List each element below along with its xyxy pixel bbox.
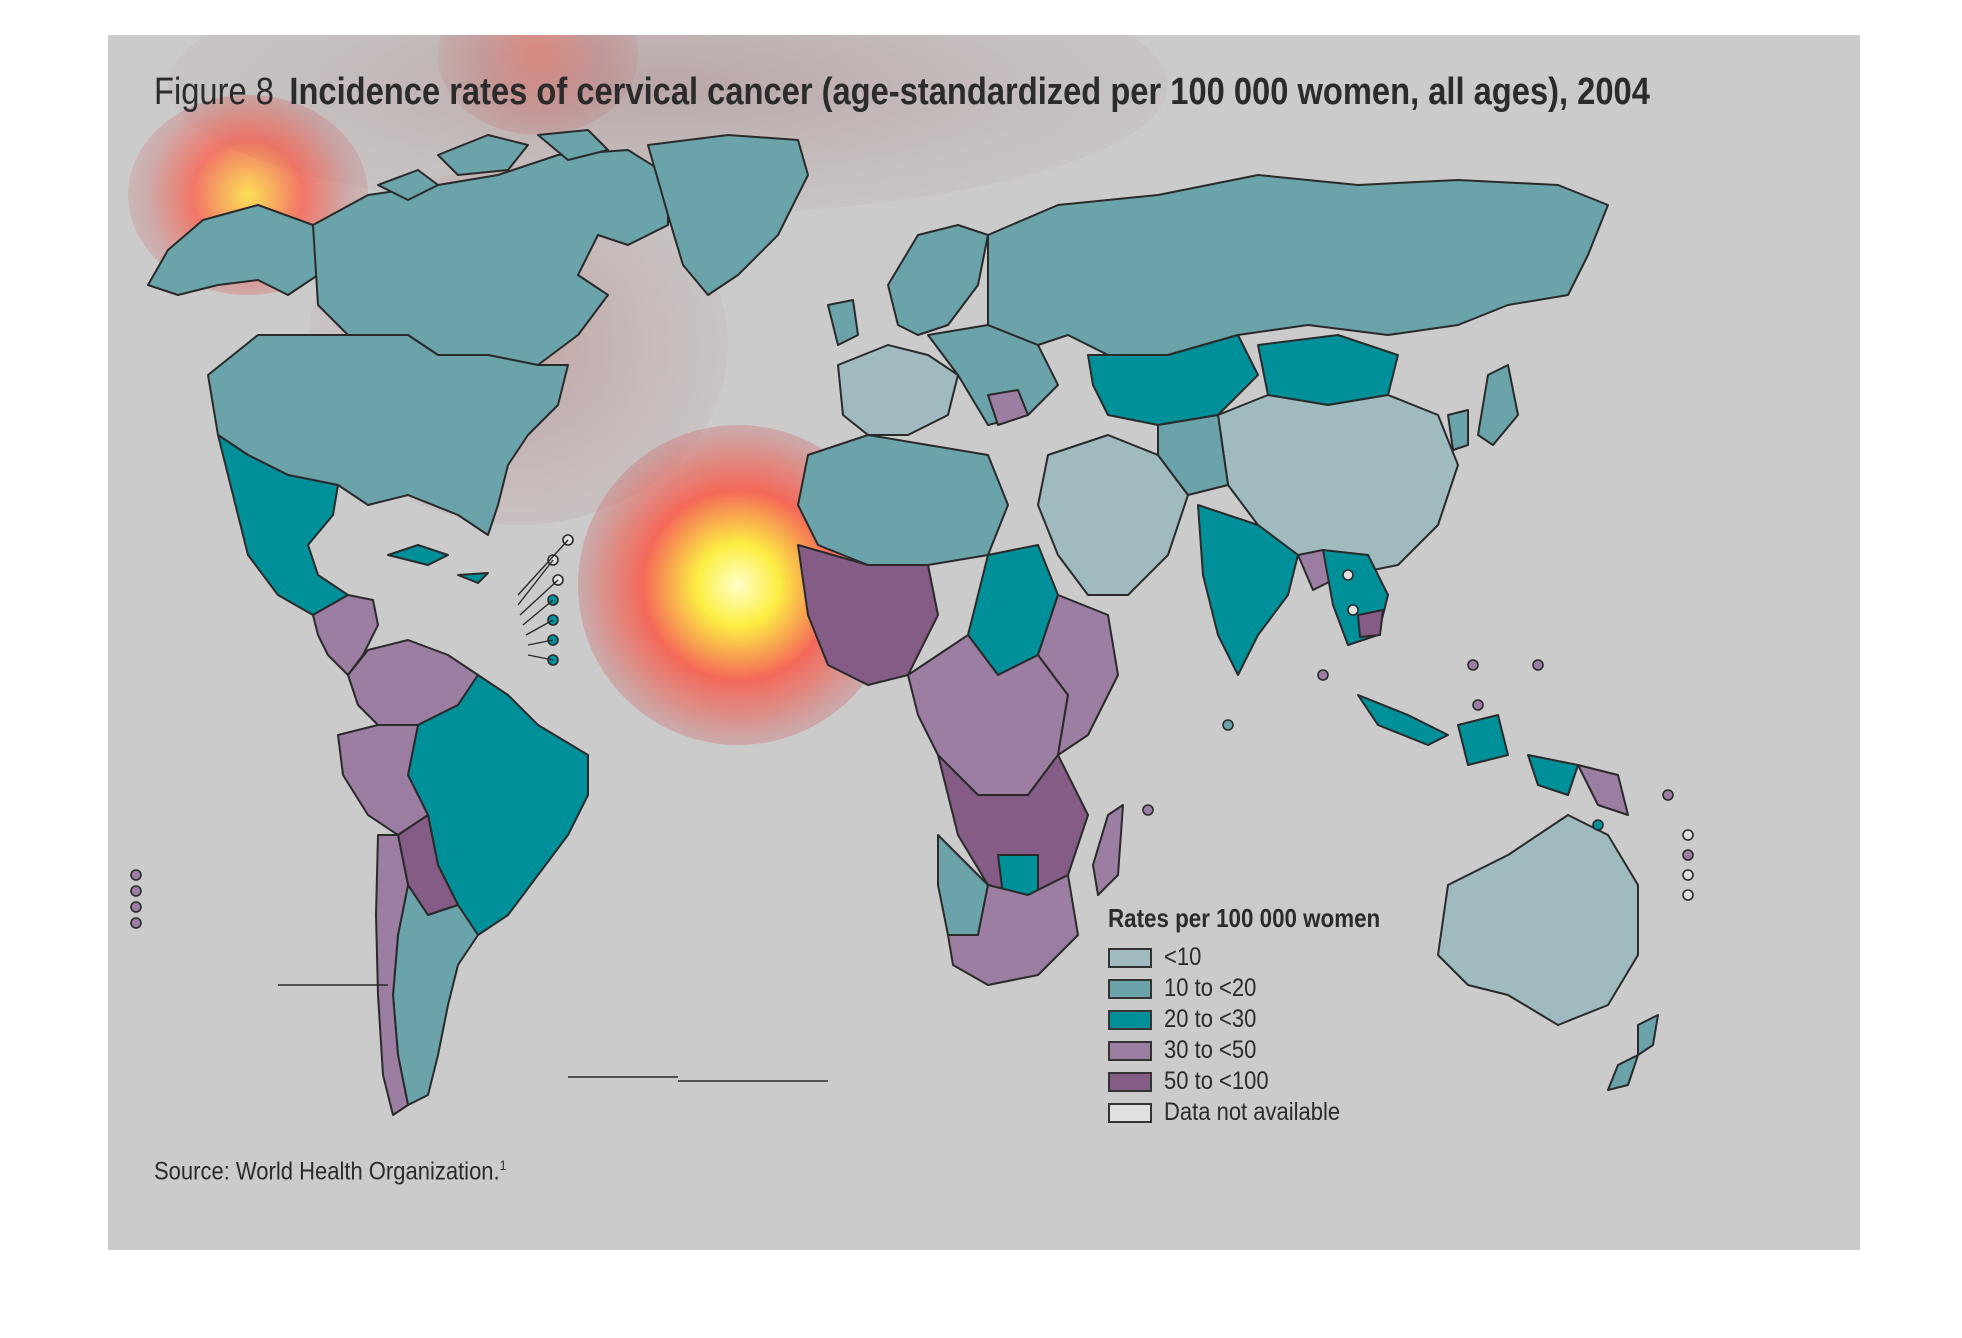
region-mexico bbox=[217, 434, 349, 616]
region-korea bbox=[1447, 409, 1469, 451]
region-mongolia bbox=[1257, 334, 1399, 406]
region-middle-east bbox=[1037, 434, 1189, 596]
legend-item: 10 to <20 bbox=[1108, 973, 1425, 1004]
island-markers bbox=[130, 534, 1694, 929]
legend-rows: <10 10 to <20 20 to <30 30 to <50 50 to <100… bbox=[1108, 942, 1425, 1128]
source-text: Source: World Health Organization. bbox=[154, 1157, 500, 1186]
region-japan bbox=[1477, 364, 1519, 446]
legend-swatch bbox=[1108, 1040, 1152, 1061]
region-chile bbox=[375, 834, 409, 1116]
region-north-africa bbox=[797, 434, 1009, 566]
legend-swatch bbox=[1108, 1071, 1152, 1092]
legend-label: Data not available bbox=[1164, 1098, 1341, 1126]
legend-item: Data not available bbox=[1108, 1097, 1425, 1128]
legend-item: 30 to <50 bbox=[1108, 1035, 1425, 1066]
caribbean-leader-lines bbox=[517, 539, 569, 661]
legend-swatch bbox=[1108, 978, 1152, 999]
region-east-africa bbox=[1037, 594, 1119, 756]
region-cambodia bbox=[1357, 609, 1384, 638]
region-papua-new-guinea bbox=[1577, 764, 1629, 816]
source-note: Source: World Health Organization.1 bbox=[154, 1157, 507, 1186]
figure-title-text: Incidence rates of cervical cancer (age-… bbox=[289, 71, 1650, 113]
legend-swatch bbox=[1108, 1102, 1152, 1123]
legend-label: 30 to <50 bbox=[1164, 1036, 1257, 1064]
region-scandinavia bbox=[887, 224, 989, 336]
legend-label: 50 to <100 bbox=[1164, 1067, 1269, 1095]
region-greenland bbox=[647, 134, 809, 296]
figure-panel: Figure 8 Incidence rates of cervical canc… bbox=[108, 35, 1860, 1250]
legend-swatch bbox=[1108, 1009, 1152, 1030]
region-romania bbox=[987, 389, 1029, 426]
figure-label: Figure 8 bbox=[154, 71, 274, 113]
region-argentina bbox=[392, 884, 479, 1106]
region-new-zealand bbox=[1607, 1014, 1659, 1091]
legend-label: <10 bbox=[1164, 943, 1202, 971]
map-legend: Rates per 100 000 women <10 10 to <20 20 t… bbox=[1108, 903, 1425, 1128]
legend-item: <10 bbox=[1108, 942, 1425, 973]
legend-item: 20 to <30 bbox=[1108, 1004, 1425, 1035]
world-map bbox=[130, 129, 1694, 1116]
region-uk bbox=[827, 299, 859, 346]
region-russia bbox=[987, 174, 1609, 356]
legend-item: 50 to <100 bbox=[1108, 1066, 1425, 1097]
region-caribbean bbox=[387, 544, 489, 584]
region-indonesia bbox=[1357, 694, 1579, 796]
legend-label: 20 to <30 bbox=[1164, 1005, 1257, 1033]
figure-title: Figure 8 Incidence rates of cervical canc… bbox=[154, 71, 1650, 114]
legend-label: 10 to <20 bbox=[1164, 974, 1257, 1002]
region-canada bbox=[312, 149, 669, 366]
region-australia bbox=[1437, 814, 1639, 1026]
region-madagascar bbox=[1092, 804, 1124, 896]
source-footnote: 1 bbox=[499, 1157, 507, 1173]
region-southern-africa bbox=[937, 754, 1089, 896]
region-alaska bbox=[147, 204, 319, 296]
region-south-africa bbox=[947, 874, 1079, 986]
legend-swatch bbox=[1108, 947, 1152, 968]
region-central-asia bbox=[1157, 414, 1229, 496]
region-west-africa bbox=[797, 544, 939, 686]
region-western-europe bbox=[837, 344, 959, 436]
legend-title: Rates per 100 000 women bbox=[1108, 903, 1381, 933]
region-india bbox=[1197, 504, 1299, 676]
